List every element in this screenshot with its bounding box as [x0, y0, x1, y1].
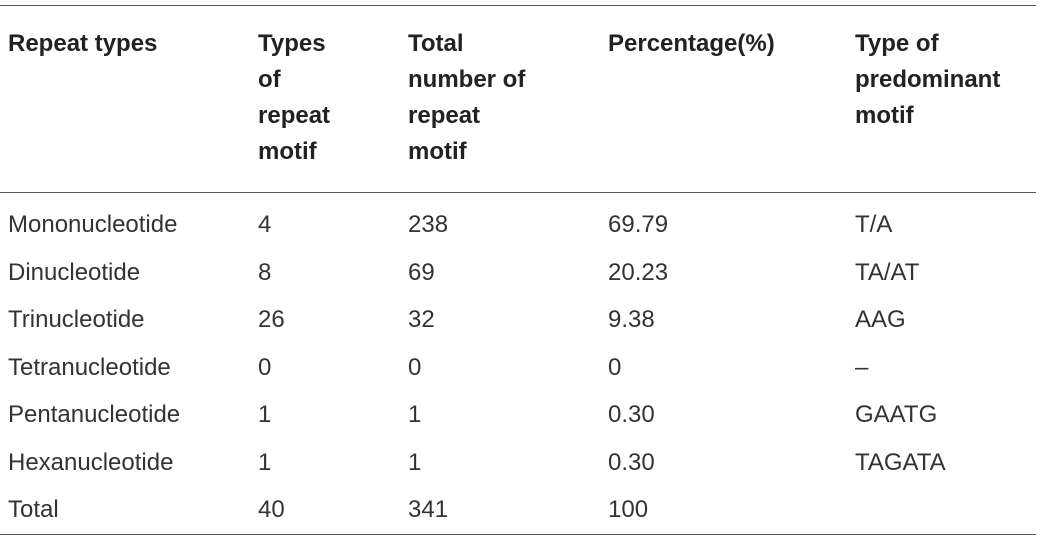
header-text: Repeat types	[8, 30, 158, 57]
table-cell: 40	[258, 496, 285, 523]
table-row: Hexanucleotide 1 1 0.30 TAGATA	[0, 439, 1036, 487]
table-cell: 0.30	[608, 401, 655, 428]
table-row: Mononucleotide 4 238 69.79 T/A	[0, 193, 1036, 249]
header-text: Percentage(%)	[608, 30, 775, 57]
header-text: Type of predominant motif	[855, 30, 1001, 129]
header-row: Repeat types Types of repeat motif Total n…	[0, 5, 1036, 193]
table-cell: 238	[408, 211, 449, 238]
table-cell	[847, 486, 1036, 534]
table-cell: Mononucleotide	[8, 211, 178, 238]
table-cell: 1	[258, 448, 272, 476]
table-cell: 0	[258, 353, 272, 381]
table-cell: 4	[258, 211, 272, 238]
header-cell: Percentage(%)	[600, 6, 847, 193]
table-cell: Tetranucleotide	[8, 353, 171, 381]
table-cell: Total	[8, 496, 59, 523]
table-cell: 69.79	[608, 211, 669, 238]
table-header: Repeat types Types of repeat motif Total n…	[0, 5, 1036, 193]
table-cell: 1	[408, 448, 422, 476]
table-cell: 9.38	[608, 306, 655, 333]
table-row: Tetranucleotide 0 0 0 –	[0, 344, 1036, 392]
table-cell: T/A	[855, 211, 893, 238]
table-cell: 69	[408, 258, 435, 286]
table-cell: 32	[408, 306, 435, 333]
table-cell: Hexanucleotide	[8, 448, 174, 476]
table-row: Pentanucleotide 1 1 0.30 GAATG	[0, 391, 1036, 439]
table-cell: TAGATA	[855, 448, 946, 476]
table-cell: 341	[408, 496, 449, 523]
table-cell: 0	[608, 353, 622, 381]
table-cell: 0.30	[608, 448, 655, 476]
table-cell: 0	[408, 353, 422, 381]
header-text: Total number of repeat motif	[408, 30, 526, 165]
table-cell: 20.23	[608, 258, 669, 286]
header-cell: Type of predominant motif	[847, 6, 1036, 193]
table-row: Dinucleotide 8 69 20.23 TA/AT	[0, 249, 1036, 297]
table-cell: 1	[408, 401, 422, 428]
table-cell: 8	[258, 258, 272, 286]
header-cell: Repeat types	[0, 6, 250, 193]
header-text: Types of repeat motif	[258, 30, 331, 165]
table-cell: Trinucleotide	[8, 306, 145, 333]
table-cell: 1	[258, 401, 272, 428]
table-row: Total 40 341 100	[0, 486, 1036, 534]
table-cell: AAG	[855, 306, 906, 333]
table-body: Mononucleotide 4 238 69.79 T/A Dinucleotide 8 6…	[0, 193, 1036, 534]
header-cell: Total number of repeat motif	[400, 6, 600, 193]
table-cell: 100	[608, 496, 649, 523]
header-cell: Types of repeat motif	[250, 6, 400, 193]
table-cell: GAATG	[855, 401, 938, 428]
table-cell: TA/AT	[855, 258, 920, 286]
data-table: Repeat types Types of repeat motif Total n…	[0, 5, 1036, 535]
table-cell: 26	[258, 306, 285, 333]
table-cell: Pentanucleotide	[8, 401, 181, 428]
table-cell: –	[855, 353, 869, 381]
table-cell: Dinucleotide	[8, 258, 141, 286]
table-row: Trinucleotide 26 32 9.38 AAG	[0, 296, 1036, 344]
